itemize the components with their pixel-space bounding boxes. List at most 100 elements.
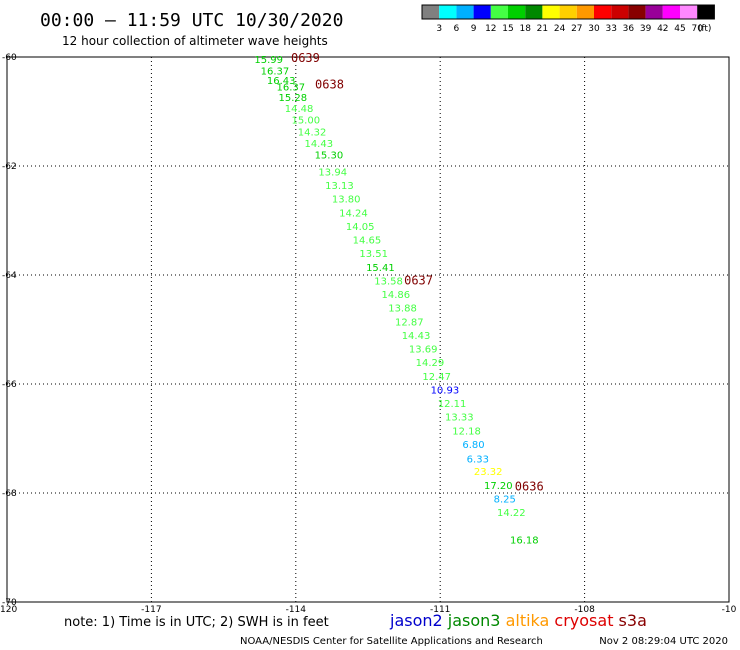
wave-height-label: 15.00 <box>291 116 320 127</box>
satellite-names: jason2 jason3 altika cryosat s3a <box>389 611 647 630</box>
wave-height-label: 14.48 <box>285 104 314 115</box>
legend-tick-label: 27 <box>571 24 582 34</box>
wave-height-label: 14.65 <box>353 236 382 247</box>
legend-tick-label: 36 <box>623 24 635 34</box>
x-tick-label: -108 <box>574 605 595 615</box>
legend-tick-label: 70 <box>691 24 703 34</box>
footer-note: note: 1) Time is in UTC; 2) SWH is in fe… <box>64 615 329 630</box>
legend-swatch <box>439 5 457 19</box>
x-tick-label: -120 <box>0 605 17 615</box>
legend-tick-label: 6 <box>454 24 460 34</box>
legend-unit: (ft) <box>698 24 712 34</box>
legend-tick-label: 3 <box>436 24 442 34</box>
wave-height-label: 14.24 <box>339 208 368 219</box>
wave-height-label: 12.11 <box>438 399 467 410</box>
pass-time-label: 0637 <box>404 273 433 287</box>
y-tick-label: -68 <box>2 489 17 499</box>
pass-time-label: 0636 <box>515 479 544 493</box>
legend-swatch <box>508 5 526 19</box>
legend-swatch <box>473 5 491 19</box>
legend-swatch <box>645 5 663 19</box>
wave-height-label: 12.47 <box>422 372 451 383</box>
wave-height-label: 13.13 <box>325 181 354 192</box>
legend-frame <box>421 4 715 20</box>
wave-height-label: 14.43 <box>304 139 333 150</box>
legend-swatch <box>456 5 474 19</box>
chart-subtitle: 12 hour collection of altimeter wave hei… <box>62 34 328 48</box>
wave-height-label: 16.37 <box>261 67 290 78</box>
y-tick-label: -70 <box>2 598 17 608</box>
legend-swatch <box>628 5 646 19</box>
wave-height-label: 15.28 <box>278 93 307 104</box>
legend-tick-label: 30 <box>588 24 600 34</box>
wave-height-label: 14.43 <box>402 331 431 342</box>
wave-height-label: 16.43 <box>267 76 296 87</box>
pass-time-labels: 0639 0638 0637 0636 <box>291 51 544 493</box>
wave-height-label: 13.51 <box>359 249 388 260</box>
wave-height-label: 16.18 <box>510 535 539 546</box>
legend-tick-label: 12 <box>485 24 496 34</box>
x-tick-label: -10 <box>722 605 737 615</box>
wave-height-label: 15.99 <box>254 55 283 66</box>
legend-swatch <box>594 5 612 19</box>
satellite-label-cryosat: cryosat <box>549 611 613 630</box>
x-tick-label: -117 <box>141 605 161 615</box>
color-legend: 3 6 9 12 15 18 21 24 27 30 33 36 39 42 45 70(ft) <box>421 4 715 34</box>
legend-tick-label: 18 <box>519 24 531 34</box>
wave-height-label: 14.86 <box>381 290 410 301</box>
wave-height-points: 15.9916.3716.4316.3715.2814.4815.0014.32… <box>254 55 538 546</box>
legend-swatch <box>697 5 715 19</box>
wave-height-label: 13.33 <box>445 413 474 424</box>
satellite-label-s3a: s3a <box>613 611 646 630</box>
wave-height-label: 23.32 <box>474 467 503 478</box>
y-tick-label: -66 <box>2 380 17 390</box>
plot-frame <box>6 56 730 603</box>
satellite-label-altika: altika <box>500 611 549 630</box>
pass-time-label: 0638 <box>315 77 344 91</box>
footer-timestamp: Nov 2 08:29:04 UTC 2020 <box>599 636 728 647</box>
wave-height-label: 13.58 <box>374 276 403 287</box>
wave-height-label: 14.32 <box>298 128 327 139</box>
satellite-legend: jason2 jason3 altika cryosat s3a <box>389 611 647 630</box>
axis-ticks: -120 -117 -114 -111 -108 -10 -60 -62 -64 -66 -68 -7… <box>0 53 737 615</box>
satellite-label-jason2: jason2 <box>389 611 443 630</box>
wave-height-label: 15.30 <box>315 151 344 162</box>
legend-swatch <box>422 5 440 19</box>
wave-height-label: 12.87 <box>395 317 424 328</box>
satellite-label-jason3: jason3 <box>443 611 501 630</box>
legend-tick-label: 42 <box>657 24 668 34</box>
footer-credit: NOAA/NESDIS Center for Satellite Applica… <box>240 636 543 647</box>
wave-height-label: 14.29 <box>416 358 445 369</box>
legend-swatch <box>525 5 543 19</box>
wave-height-label: 13.80 <box>332 195 361 206</box>
legend-tick-label: 45 <box>674 24 685 34</box>
pass-time-label: 0639 <box>291 51 320 65</box>
y-tick-label: -62 <box>2 162 17 172</box>
y-tick-label: -60 <box>2 53 17 63</box>
wave-height-label: 14.05 <box>346 222 375 233</box>
grid-lines <box>7 57 729 602</box>
legend-tick-label: 15 <box>502 24 513 34</box>
legend-swatch <box>559 5 577 19</box>
x-tick-label: -111 <box>430 605 450 615</box>
chart-title: 00:00 – 11:59 UTC 10/30/2020 <box>40 10 343 31</box>
x-tick-label: -114 <box>286 605 307 615</box>
wave-height-label: 6.33 <box>467 455 489 466</box>
legend-tick-label: 21 <box>537 24 548 34</box>
wave-height-label: 13.94 <box>318 167 347 178</box>
legend-tick-label: 39 <box>640 24 652 34</box>
legend-tick-label: 9 <box>471 24 477 34</box>
wave-height-label: 15.41 <box>366 263 395 274</box>
legend-swatch <box>490 5 508 19</box>
legend-tick-label: 33 <box>605 24 616 34</box>
legend-swatch <box>680 5 698 19</box>
legend-swatch <box>576 5 594 19</box>
wave-height-label: 6.80 <box>462 440 484 451</box>
wave-height-label: 14.22 <box>497 508 526 519</box>
y-tick-label: -64 <box>2 271 17 281</box>
wave-height-label: 13.88 <box>388 304 417 315</box>
legend-swatch <box>542 5 560 19</box>
wave-height-label: 10.93 <box>431 385 460 396</box>
